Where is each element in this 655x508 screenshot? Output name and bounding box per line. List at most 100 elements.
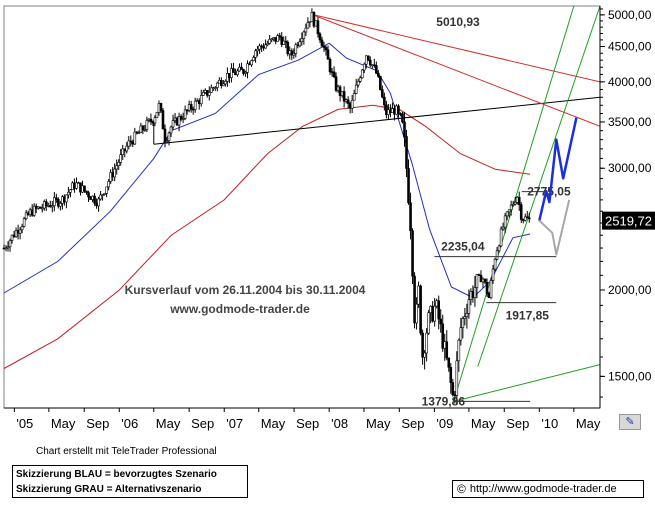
- candle-body: [32, 205, 36, 216]
- candle-body: [417, 285, 420, 305]
- x-tick-label: Sep: [506, 416, 529, 431]
- candle-body: [14, 230, 18, 238]
- candle-body: [24, 212, 28, 219]
- candle-body: [397, 105, 400, 114]
- candle-body: [439, 318, 443, 325]
- candle-body: [77, 182, 80, 184]
- x-tick-label: Sep: [401, 416, 424, 431]
- candle-body: [69, 189, 72, 193]
- candle-body: [457, 339, 461, 362]
- candle-body: [238, 66, 241, 72]
- candle-body: [483, 278, 487, 283]
- candle-body: [346, 99, 350, 104]
- copyright-box[interactable]: © http://www.godmode-trader.de: [452, 480, 644, 498]
- candle-body: [411, 230, 414, 277]
- candle-body: [302, 31, 306, 39]
- candle-body: [246, 63, 249, 73]
- candle-body: [97, 198, 100, 207]
- price-candles: [2, 8, 531, 405]
- candle-body: [115, 165, 119, 170]
- candle-body: [435, 300, 438, 307]
- candle-body: [195, 100, 199, 102]
- candle-body: [322, 45, 326, 48]
- candle-body: [395, 105, 398, 115]
- candle-body: [6, 246, 10, 249]
- candle-body: [260, 45, 263, 48]
- candle-body: [183, 109, 187, 119]
- candle-body: [356, 81, 360, 86]
- site-annotation: www.godmode-trader.de: [169, 302, 310, 316]
- candle-body: [2, 247, 6, 250]
- candle-body: [278, 35, 282, 38]
- candle-body: [433, 305, 436, 322]
- candle-body: [280, 36, 284, 45]
- candle-body: [471, 291, 475, 298]
- candle-body: [107, 181, 110, 188]
- candle-body: [125, 145, 129, 152]
- candle-body: [79, 182, 82, 193]
- candle-body: [338, 86, 342, 96]
- candle-body: [274, 37, 277, 42]
- candle-body: [151, 121, 155, 124]
- price-levels: 2775,05 2235,04 1917,85 1379,86 5010,93: [422, 15, 571, 408]
- candle-body: [95, 202, 98, 207]
- candle-body: [290, 50, 294, 56]
- candle-body: [511, 203, 515, 206]
- level-label-3: 1917,85: [506, 309, 550, 323]
- candle-body: [284, 40, 288, 43]
- copyright-link[interactable]: http://www.godmode-trader.de: [469, 483, 617, 495]
- candle-body: [207, 92, 211, 96]
- candle-body: [385, 104, 388, 115]
- candle-body: [117, 161, 121, 166]
- candle-body: [332, 71, 336, 78]
- legend-blue: Skizzierung BLAU = bevorzugtes Szenario: [16, 469, 217, 480]
- candle-body: [409, 202, 412, 232]
- candle-body: [63, 196, 66, 203]
- candle-body: [292, 53, 296, 56]
- candle-body: [399, 113, 402, 115]
- candle-body: [513, 202, 517, 205]
- candle-body: [473, 287, 477, 298]
- candle-body: [93, 195, 96, 204]
- candle-body: [314, 20, 318, 27]
- y-tick-label: 3000,00: [608, 161, 652, 175]
- y-tick-label: 2000,00: [608, 283, 652, 297]
- candle-body: [91, 195, 94, 200]
- candle-body: [34, 205, 38, 209]
- candle-body: [445, 341, 449, 359]
- candle-body: [441, 323, 445, 349]
- candle-body: [218, 80, 221, 84]
- candle-body: [48, 205, 52, 208]
- candle-body: [523, 216, 527, 221]
- candle-body: [296, 44, 300, 47]
- candle-body: [203, 90, 207, 93]
- candle-body: [489, 280, 493, 299]
- candle-body: [42, 201, 46, 209]
- x-tick-label: May: [261, 416, 286, 431]
- candle-body: [459, 327, 463, 341]
- candle-body: [230, 68, 233, 79]
- candle-body: [199, 95, 203, 105]
- candle-body: [375, 65, 378, 74]
- candle-body: [354, 84, 358, 94]
- x-tick-label: '06: [121, 416, 138, 431]
- pen-tool-icon[interactable]: ✎: [619, 414, 641, 430]
- candle-body: [461, 318, 465, 328]
- candle-body: [81, 185, 84, 193]
- candle-body: [413, 275, 416, 324]
- trendline-6: [453, 6, 575, 402]
- candle-body: [65, 194, 68, 203]
- candle-body: [53, 197, 56, 207]
- candle-body: [505, 211, 509, 217]
- candle-body: [209, 87, 213, 93]
- candle-body: [242, 69, 245, 74]
- candle-body: [87, 192, 90, 198]
- candle-body: [143, 129, 147, 131]
- candle-body: [419, 285, 422, 334]
- candle-body: [405, 136, 408, 169]
- candle-body: [330, 71, 334, 73]
- candle-body: [429, 306, 432, 313]
- moving-average-2: [3, 104, 531, 369]
- axes: 1500,002000,002500,003000,003500,004000,…: [4, 6, 655, 431]
